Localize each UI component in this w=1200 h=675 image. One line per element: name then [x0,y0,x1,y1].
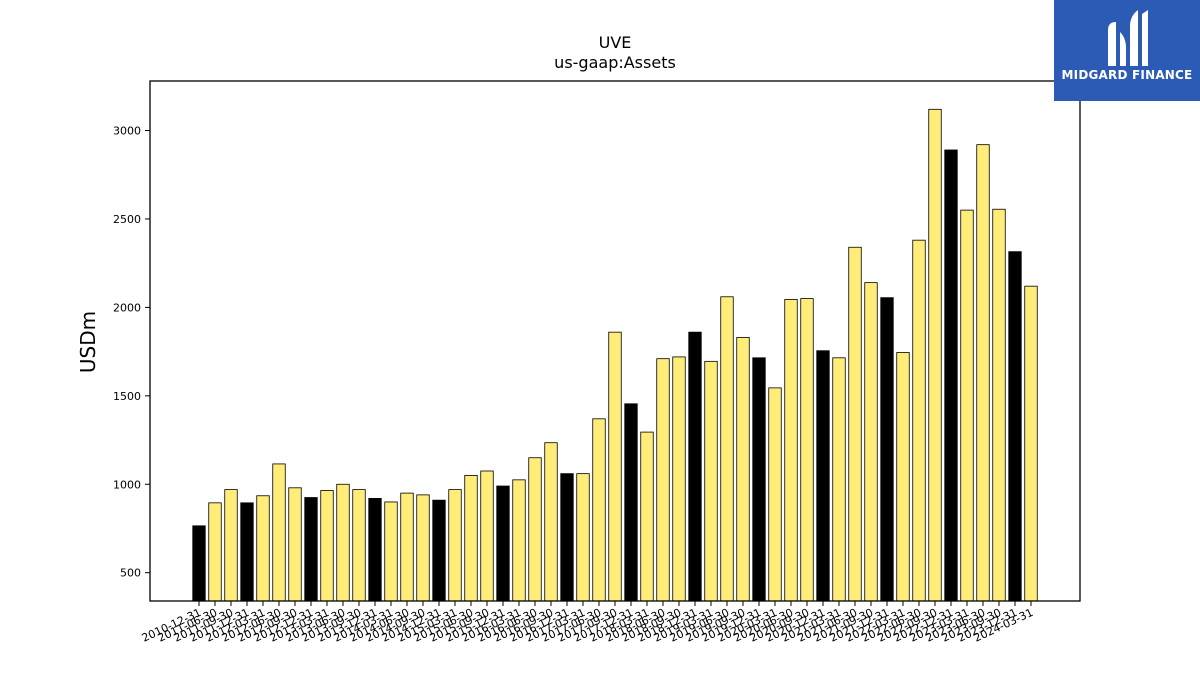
bar-2017-12-31 [624,403,638,602]
bar-2015-09-30 [480,470,494,602]
y-axis-ticks: 500 1000 1500 2000 2500 3000 [113,125,150,580]
bar-2022-12-31 [944,149,958,602]
bar-2020-06-30 [784,299,798,602]
bar-2022-09-30 [928,108,942,602]
bar-2020-12-31 [816,350,830,602]
bar-2018-12-31 [688,331,702,602]
bar-2017-06-30 [592,418,606,602]
y-tick-label: 1000 [113,478,141,491]
bar-2016-03-31 [512,479,526,602]
bar-2021-12-31 [880,297,894,602]
bar-2019-09-30 [736,337,750,602]
bar-2023-12-31 [1008,251,1022,602]
bar-2015-06-30 [464,475,478,602]
bar-2012-06-30 [272,463,286,602]
bar-2013-09-30 [352,489,366,602]
bar-2019-06-30 [720,296,734,602]
bar-2019-03-31 [704,360,718,602]
bar-2017-09-30 [608,331,622,602]
bar-2017-03-31 [576,473,590,602]
bar-2012-12-31 [304,497,318,602]
y-tick-label: 2500 [113,213,141,226]
bar-2014-03-31 [384,501,398,602]
chart-subtitle: us-gaap:Assets [554,53,676,72]
bar-2012-09-30 [288,487,302,602]
logo-text: MIDGARD FINANCE [1061,68,1193,82]
bar-2023-03-31 [960,209,974,602]
bar-2011-06-30 [208,502,222,602]
bar-2012-03-31 [256,495,270,602]
bar-2021-03-31 [832,357,846,602]
y-tick-label: 500 [120,567,141,580]
y-tick-label: 1500 [113,390,141,403]
y-axis-label: USDm [76,311,100,373]
x-axis-ticks: 2010-12-312011-06-302011-09-302011-12-31… [140,601,1035,645]
bar-2020-09-30 [800,298,814,602]
y-tick-label: 2000 [113,301,141,314]
bar-2013-12-31 [368,498,382,602]
y-tick-label: 3000 [113,125,141,138]
bar-2023-06-30 [976,144,990,602]
bars-group [192,108,1038,602]
bar-2022-03-31 [896,352,910,602]
midgard-logo-icon [1108,10,1148,66]
bar-2014-09-30 [416,494,430,602]
bar-2014-12-31 [432,499,446,602]
chart-title: UVE [599,33,632,52]
bar-2014-06-30 [400,492,414,602]
bar-2020-03-31 [768,387,782,602]
bar-2015-12-31 [496,485,510,602]
bar-2015-03-31 [448,489,462,602]
bar-2023-09-30 [992,208,1006,602]
bar-2021-09-30 [864,282,878,602]
bar-2018-03-31 [640,431,654,602]
bar-2016-06-30 [528,457,542,602]
bar-2011-12-31 [240,502,254,602]
bar-2013-03-31 [320,490,334,602]
bar-2011-09-30 [224,489,238,602]
bar-2013-06-30 [336,483,350,602]
bar-2024-03-31 [1024,285,1038,602]
bar-2018-06-30 [656,358,670,602]
midgard-finance-logo: MIDGARD FINANCE [1054,0,1200,101]
bar-2010-12-31 [192,525,206,602]
bar-2019-12-31 [752,357,766,602]
plot-frame [149,80,1081,602]
bar-2018-09-30 [672,356,686,602]
bar-2016-09-30 [544,442,558,602]
bar-2022-06-30 [912,239,926,602]
bar-2021-06-30 [848,246,862,602]
bar-2016-12-31 [560,473,574,602]
